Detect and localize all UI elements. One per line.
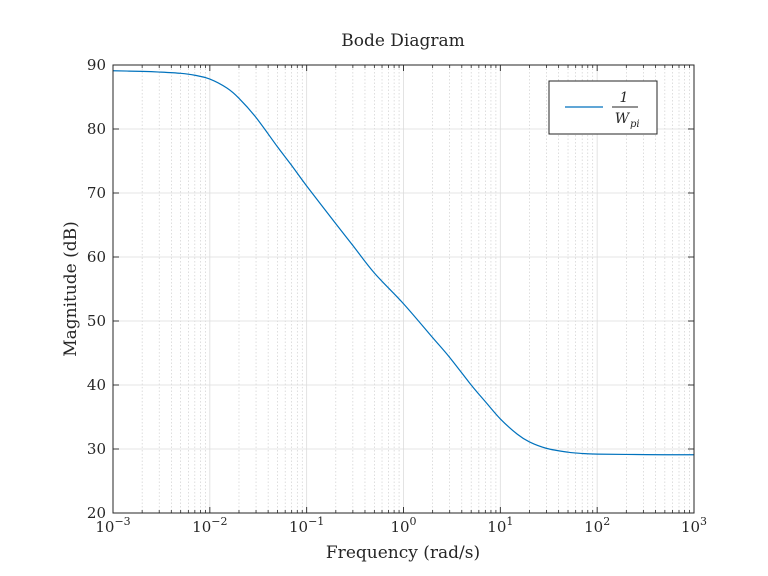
y-tick-label: 40 [87, 376, 106, 394]
y-tick-label: 70 [87, 184, 106, 202]
major-grid [113, 65, 694, 513]
x-tick-label: 102 [584, 515, 610, 536]
legend-numerator: 1 [620, 90, 629, 106]
x-tick-label: 103 [681, 515, 707, 536]
minor-grid [141, 65, 690, 513]
x-tick-label: 10−1 [289, 515, 324, 536]
x-tick-label: 101 [487, 515, 513, 536]
legend-denominator-subscript: pi [630, 119, 640, 130]
y-tick-label: 50 [87, 312, 106, 330]
y-tick-labels: 20 30 40 50 60 70 80 90 [87, 56, 106, 522]
y-tick-label: 60 [87, 248, 106, 266]
x-tick-labels: 10−3 10−2 10−1 100 101 102 103 [95, 515, 707, 536]
y-tick-label: 90 [87, 56, 106, 74]
legend: 1 W pi [548, 80, 658, 135]
y-axis-label: Magnitude (dB) [61, 221, 81, 357]
y-tick-label: 80 [87, 120, 106, 138]
series-layer [112, 70, 695, 456]
x-tick-label: 10−2 [192, 515, 227, 536]
x-tick-label: 100 [390, 515, 416, 536]
y-tick-label: 20 [87, 504, 106, 522]
legend-denominator: W [615, 111, 631, 127]
y-tick-label: 30 [87, 440, 106, 458]
tick-marks [112, 64, 695, 514]
x-axis-label: Frequency (rad/s) [326, 543, 480, 563]
series-line-1-over-wpi [112, 70, 695, 456]
chart-title: Bode Diagram [341, 31, 465, 51]
x-tick-label: 10−3 [95, 515, 130, 536]
